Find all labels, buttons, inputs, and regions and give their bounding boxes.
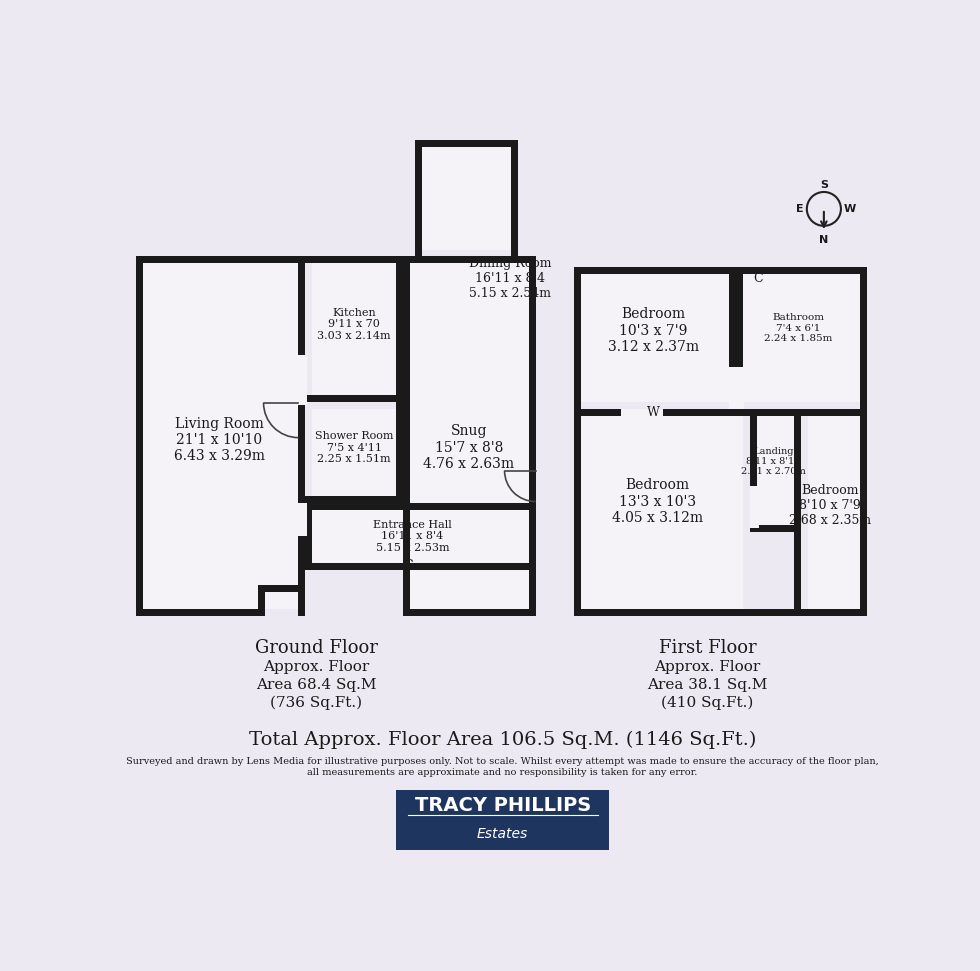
Text: Surveyed and drawn by Lens Media for illustrative purposes only. Not to scale. W: Surveyed and drawn by Lens Media for ill… bbox=[125, 757, 879, 777]
Bar bbox=[511, 140, 517, 257]
Bar bbox=[306, 496, 403, 503]
Text: Bedroom
13'3 x 10'3
4.05 x 3.12m: Bedroom 13'3 x 10'3 4.05 x 3.12m bbox=[612, 479, 703, 524]
Bar bbox=[313, 263, 396, 395]
Bar bbox=[396, 790, 610, 851]
Text: Shower Room
7'5 x 4'11
2.25 x 1.51m: Shower Room 7'5 x 4'11 2.25 x 1.51m bbox=[315, 431, 394, 464]
Text: Kitchen
9'11 x 70
3.03 x 2.14m: Kitchen 9'11 x 70 3.03 x 2.14m bbox=[318, 308, 391, 341]
Bar bbox=[306, 563, 536, 570]
Text: Living Room
21'1 x 10'10
6.43 x 3.29m: Living Room 21'1 x 10'10 6.43 x 3.29m bbox=[173, 417, 265, 463]
Bar bbox=[306, 256, 403, 263]
Bar bbox=[751, 525, 801, 532]
Bar bbox=[620, 409, 663, 418]
Text: Bathroom
7'4 x 6'1
2.24 x 1.85m: Bathroom 7'4 x 6'1 2.24 x 1.85m bbox=[764, 314, 832, 343]
Bar bbox=[313, 409, 396, 496]
Bar bbox=[258, 586, 266, 617]
Text: Approx. Floor: Approx. Floor bbox=[655, 660, 760, 674]
Bar bbox=[306, 256, 403, 263]
Text: First Floor: First Floor bbox=[659, 639, 757, 656]
Text: Approx. Floor: Approx. Floor bbox=[263, 660, 369, 674]
Bar bbox=[758, 416, 794, 525]
Bar bbox=[859, 267, 866, 617]
Text: C: C bbox=[403, 559, 413, 572]
Bar bbox=[743, 274, 859, 402]
Bar bbox=[415, 140, 517, 147]
Text: Total Approx. Floor Area 106.5 Sq.M. (1146 Sq.Ft.): Total Approx. Floor Area 106.5 Sq.M. (11… bbox=[249, 731, 756, 750]
Bar bbox=[299, 397, 306, 503]
Text: W: W bbox=[844, 204, 857, 214]
Text: N: N bbox=[819, 235, 828, 245]
Bar bbox=[313, 510, 528, 563]
Text: W: W bbox=[647, 407, 660, 419]
Bar bbox=[574, 267, 581, 617]
Bar bbox=[299, 256, 306, 294]
Bar bbox=[143, 263, 299, 610]
Text: Dining Room
16'11 x 8'4
5.15 x 2.54m: Dining Room 16'11 x 8'4 5.15 x 2.54m bbox=[468, 256, 552, 300]
Bar bbox=[736, 409, 866, 416]
Bar bbox=[299, 256, 306, 617]
Text: Bedroom
10'3 x 7'9
3.12 x 2.37m: Bedroom 10'3 x 7'9 3.12 x 2.37m bbox=[608, 308, 699, 353]
Bar bbox=[299, 355, 307, 405]
Bar bbox=[306, 395, 403, 402]
Bar bbox=[528, 256, 536, 617]
Text: Snug
15'7 x 8'8
4.76 x 2.63m: Snug 15'7 x 8'8 4.76 x 2.63m bbox=[423, 424, 514, 471]
Bar bbox=[403, 610, 536, 617]
Text: S: S bbox=[820, 180, 828, 189]
Text: E: E bbox=[796, 204, 804, 214]
Bar bbox=[794, 409, 801, 617]
Text: Ground Floor: Ground Floor bbox=[255, 639, 377, 656]
Bar bbox=[136, 256, 306, 263]
Text: TRACY PHILLIPS: TRACY PHILLIPS bbox=[415, 796, 591, 816]
Bar bbox=[581, 416, 743, 610]
Bar bbox=[136, 256, 306, 263]
Bar bbox=[574, 610, 866, 617]
Bar bbox=[136, 610, 258, 617]
Text: (736 Sq.Ft.): (736 Sq.Ft.) bbox=[270, 695, 363, 710]
Bar bbox=[421, 147, 511, 251]
Bar bbox=[299, 367, 306, 397]
Text: Entrance Hall
16'11 x 8'4
5.15 x 2.53m: Entrance Hall 16'11 x 8'4 5.15 x 2.53m bbox=[373, 519, 452, 552]
Bar bbox=[728, 367, 744, 409]
Text: C: C bbox=[754, 272, 762, 285]
Bar bbox=[396, 256, 403, 503]
Bar bbox=[574, 267, 866, 274]
Text: Estates: Estates bbox=[477, 826, 528, 841]
Bar bbox=[574, 409, 736, 416]
Bar bbox=[410, 263, 528, 610]
Bar bbox=[736, 267, 743, 409]
Text: Bedroom
8'10 x 7'9
2.68 x 2.35m: Bedroom 8'10 x 7'9 2.68 x 2.35m bbox=[789, 484, 871, 527]
Bar bbox=[136, 256, 143, 617]
Bar bbox=[421, 147, 511, 251]
Bar bbox=[306, 503, 536, 510]
Text: Landing
8'11 x 8'10
2.71 x 2.70m: Landing 8'11 x 8'10 2.71 x 2.70m bbox=[741, 447, 806, 477]
Bar bbox=[415, 140, 421, 257]
Bar bbox=[728, 267, 736, 409]
Bar bbox=[808, 416, 859, 610]
Bar bbox=[299, 503, 307, 536]
Bar bbox=[403, 256, 536, 263]
Bar bbox=[403, 256, 410, 617]
Bar bbox=[751, 486, 759, 528]
Bar bbox=[581, 274, 728, 402]
Bar bbox=[306, 503, 313, 570]
Text: (410 Sq.Ft.): (410 Sq.Ft.) bbox=[662, 695, 754, 710]
Bar bbox=[258, 586, 306, 592]
Text: Area 68.4 Sq.M: Area 68.4 Sq.M bbox=[256, 678, 376, 691]
Text: Area 38.1 Sq.M: Area 38.1 Sq.M bbox=[648, 678, 767, 691]
Bar bbox=[751, 409, 758, 532]
Bar bbox=[299, 528, 306, 617]
